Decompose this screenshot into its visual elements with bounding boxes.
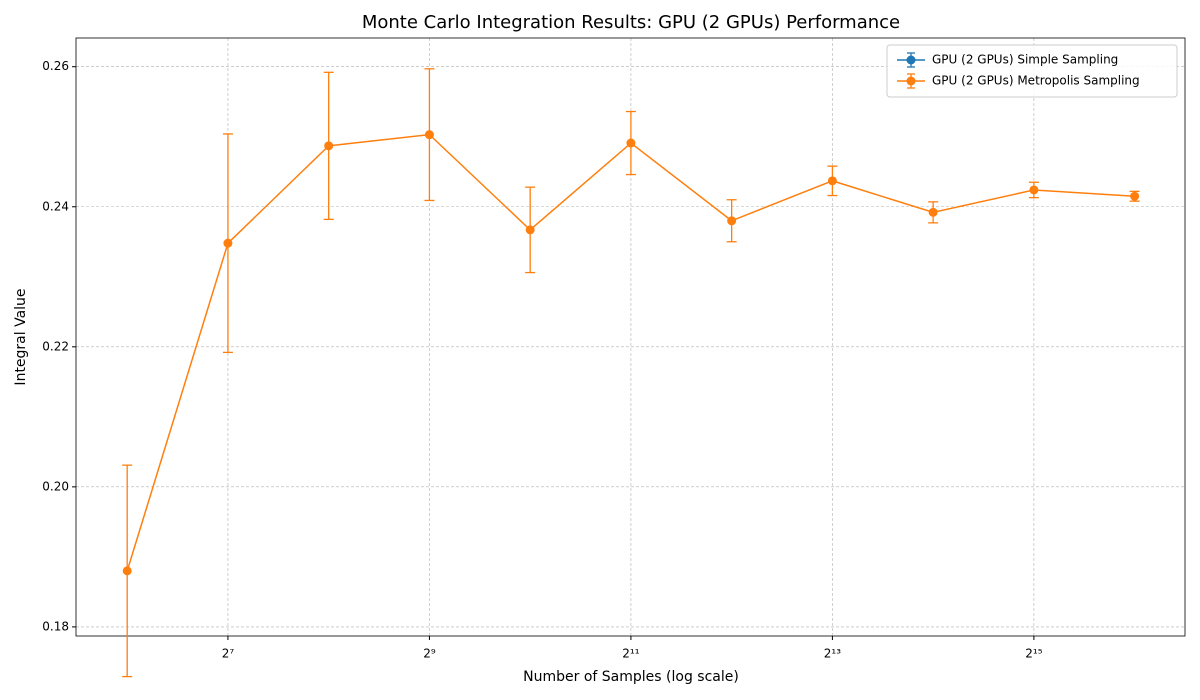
marker: [324, 141, 334, 151]
marker: [827, 176, 837, 186]
x-axis-label: Number of Samples (log scale): [523, 669, 739, 685]
y-tick-label: 0.22: [42, 339, 69, 353]
x-tick-label: 2⁷: [222, 647, 235, 661]
legend-label: GPU (2 GPUs) Metropolis Sampling: [932, 74, 1140, 88]
chart-title: Monte Carlo Integration Results: GPU (2 …: [362, 12, 900, 33]
legend-box: [886, 44, 1178, 98]
marker: [1029, 185, 1039, 195]
marker: [626, 138, 636, 148]
x-tick-label: 2¹⁵: [1025, 647, 1042, 661]
plot-frame: [75, 37, 1186, 637]
marker: [525, 225, 535, 235]
y-axis-label: Integral Value: [13, 288, 29, 385]
x-tick-label: 2¹¹: [622, 647, 639, 661]
marker: [727, 216, 737, 226]
y-tick-label: 0.20: [42, 479, 69, 493]
marker: [122, 566, 132, 576]
y-tick-label: 0.18: [42, 619, 69, 633]
x-tick-label: 2¹³: [824, 647, 841, 661]
marker: [1130, 191, 1140, 201]
x-tick-label: 2⁹: [423, 647, 436, 661]
y-tick-label: 0.26: [42, 59, 69, 73]
marker: [424, 130, 434, 140]
legend-label: GPU (2 GPUs) Simple Sampling: [932, 53, 1118, 67]
legend-marker: [906, 55, 916, 65]
legend-marker: [906, 76, 916, 86]
y-tick-label: 0.24: [42, 199, 69, 213]
marker: [928, 207, 938, 217]
marker: [223, 238, 233, 248]
